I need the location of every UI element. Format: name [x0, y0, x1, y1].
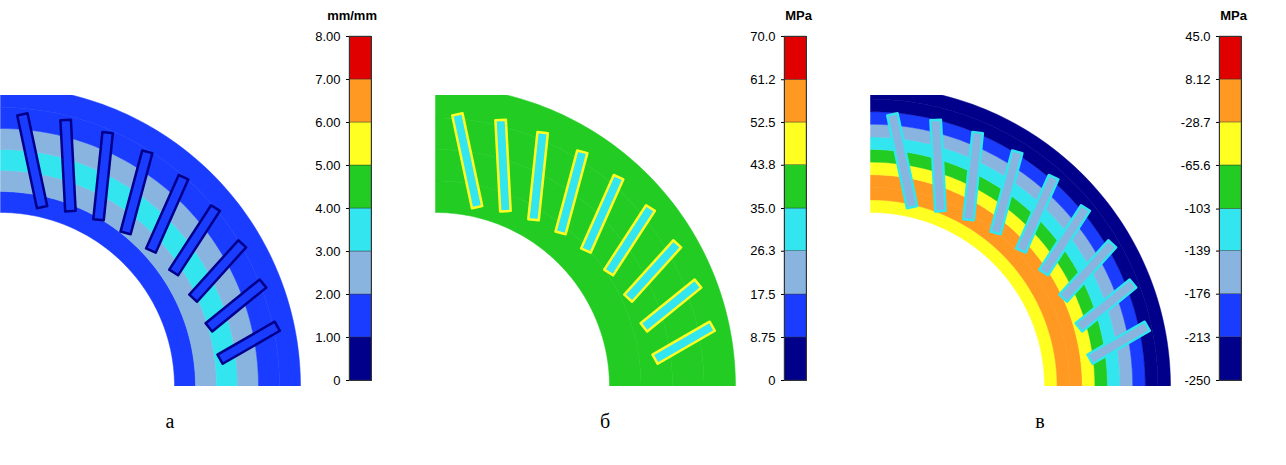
html-text:в: в: [1035, 410, 1045, 432]
svg-text:45.0: 45.0: [1185, 29, 1210, 44]
svg-text:26.3: 26.3: [750, 243, 775, 258]
svg-text:17.5: 17.5: [750, 287, 775, 302]
svg-text:35.0: 35.0: [750, 201, 775, 216]
svg-text:8.00: 8.00: [315, 29, 340, 44]
svg-text:0: 0: [768, 373, 775, 388]
svg-text:1.00: 1.00: [315, 330, 340, 345]
svg-text:-103: -103: [1184, 201, 1210, 216]
html-text:mm/mm: mm/mm: [327, 8, 377, 23]
svg-text:43.8: 43.8: [750, 157, 775, 172]
svg-text:-28.7: -28.7: [1181, 115, 1211, 130]
svg-text:-176: -176: [1184, 286, 1210, 301]
svg-text:5.00: 5.00: [315, 158, 340, 173]
svg-text:-213: -213: [1184, 330, 1210, 345]
svg-text:8.12: 8.12: [1185, 72, 1210, 87]
svg-text:3.00: 3.00: [315, 244, 340, 259]
html-text:б: б: [599, 410, 611, 432]
svg-text:2.00: 2.00: [315, 287, 340, 302]
html-text:MPa: MPa: [785, 8, 812, 23]
svg-text:4.00: 4.00: [315, 201, 340, 216]
svg-text:61.2: 61.2: [750, 72, 775, 87]
svg-text:-139: -139: [1184, 243, 1210, 258]
svg-text:8.75: 8.75: [750, 330, 775, 345]
svg-text:52.5: 52.5: [750, 115, 775, 130]
html-text:MPa: MPa: [1220, 8, 1247, 23]
svg-text:-250: -250: [1184, 373, 1210, 388]
svg-text:6.00: 6.00: [315, 115, 340, 130]
svg-text:70.0: 70.0: [750, 29, 775, 44]
svg-text:0: 0: [333, 373, 340, 388]
svg-text:7.00: 7.00: [315, 72, 340, 87]
svg-text:-65.6: -65.6: [1181, 158, 1211, 173]
html-text:а: а: [165, 410, 175, 432]
